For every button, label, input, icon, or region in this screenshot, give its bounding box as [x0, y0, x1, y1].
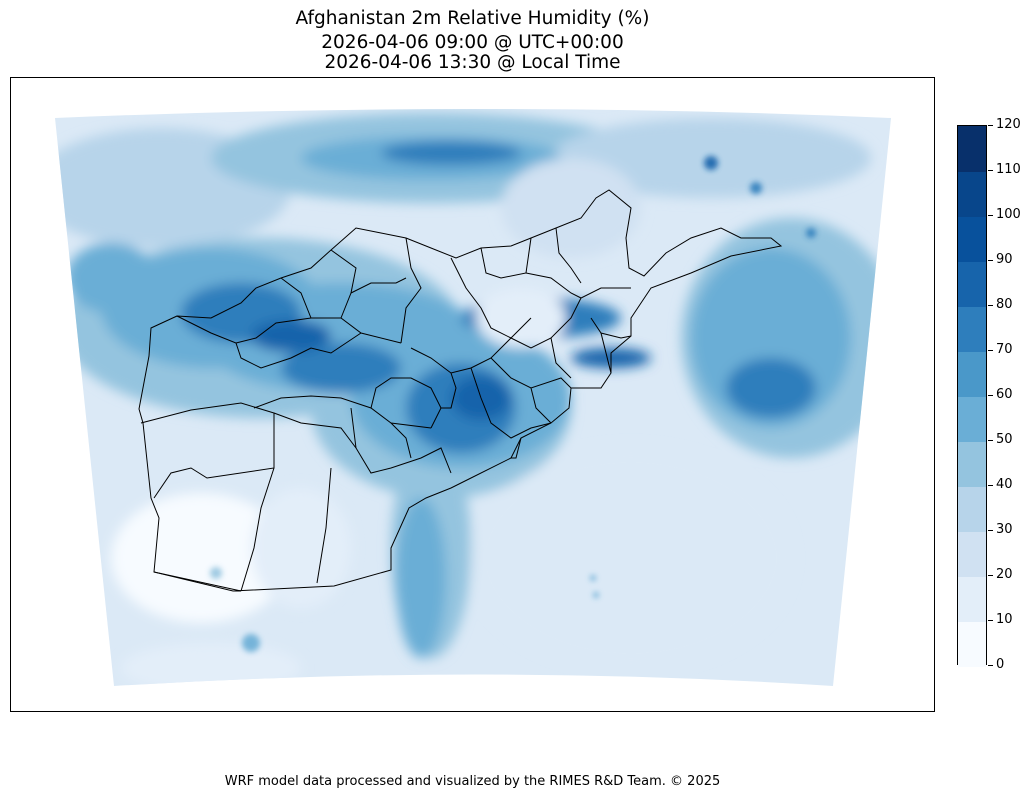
rimes-logo: RIMES	[866, 711, 932, 712]
colorbar-tick	[988, 349, 993, 351]
colorbar-tick	[988, 574, 993, 576]
colorbar-segment	[958, 441, 986, 487]
colorbar-segment	[958, 261, 986, 307]
utc-time-label: 2026-04-06 09:00 @ UTC+00:00	[321, 32, 624, 53]
humidity-map	[55, 109, 891, 686]
colorbar-tick	[988, 169, 993, 171]
colorbar-tick-label: 20	[996, 567, 1013, 582]
colorbar-tick	[988, 394, 993, 396]
colorbar-segment	[958, 216, 986, 262]
colorbar-segment	[958, 621, 986, 667]
colorbar-tick-label: 90	[996, 252, 1013, 267]
colorbar-tick-label: 120	[996, 117, 1021, 132]
colorbar-tick	[988, 304, 993, 306]
colorbar-tick	[988, 484, 993, 486]
colorbar-tick-label: 0	[996, 657, 1005, 672]
colorbar-segment	[958, 351, 986, 397]
colorbar-tick-label: 60	[996, 387, 1013, 402]
province-boundaries	[138, 189, 783, 592]
colorbar-tick	[988, 529, 993, 531]
colorbar-segment	[958, 576, 986, 622]
colorbar-segment	[958, 126, 986, 172]
colorbar	[957, 125, 987, 667]
colorbar-tick	[988, 259, 993, 261]
colorbar-tick-label: 40	[996, 477, 1013, 492]
colorbar-tick	[988, 664, 993, 666]
colorbar-tick	[988, 124, 993, 126]
footer-credit: WRF model data processed and visualized …	[224, 774, 721, 789]
colorbar-tick	[988, 619, 993, 621]
colorbar-segment	[958, 306, 986, 352]
map-title: Afghanistan 2m Relative Humidity (%)	[295, 8, 650, 29]
colorbar-tick	[988, 214, 993, 216]
colorbar-tick-label: 70	[996, 342, 1013, 357]
colorbar-tick-label: 30	[996, 522, 1013, 537]
colorbar-tick-label: 100	[996, 207, 1021, 222]
colorbar-segment	[958, 396, 986, 442]
colorbar-segment	[958, 486, 986, 532]
colorbar-tick	[988, 439, 993, 441]
colorbar-segment	[958, 171, 986, 217]
colorbar-tick-label: 10	[996, 612, 1013, 627]
colorbar-tick-label: 110	[996, 162, 1021, 177]
colorbar-segment	[958, 531, 986, 577]
map-panel: RIMES	[10, 77, 935, 712]
colorbar-tick-label: 50	[996, 432, 1013, 447]
colorbar-tick-label: 80	[996, 297, 1013, 312]
humidity-field	[55, 109, 891, 686]
local-time-label: 2026-04-06 13:30 @ Local Time	[324, 52, 621, 73]
afghanistan-outline	[138, 189, 783, 592]
